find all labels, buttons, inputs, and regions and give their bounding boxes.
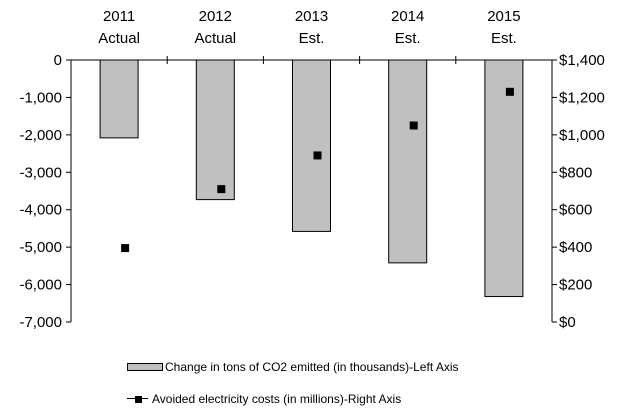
marker-3 <box>409 121 418 130</box>
bar-3 <box>388 59 428 264</box>
bar-4 <box>484 59 524 298</box>
marker-1 <box>217 185 226 194</box>
right-tick-label-0: $1,400 <box>559 52 605 69</box>
right-axis: $1,400 $1,200 $1,000 $800 $600 $400 $200 $0 <box>552 52 605 331</box>
legend-bar-swatch <box>127 363 163 371</box>
category-labels: 2011 Actual 2012 Actual 2013 Est. 2014 Est. 2015… <box>98 8 520 47</box>
marker-4 <box>505 87 514 96</box>
legend-item-costs: Avoided electricity costs (in millions)-… <box>127 392 401 406</box>
marker-0 <box>121 244 130 253</box>
legend-item-co2: Change in tons of CO2 emitted (in thousa… <box>127 360 459 374</box>
right-tick-label-7: $0 <box>559 314 576 331</box>
left-tick-label-6: -6,000 <box>19 277 62 294</box>
left-tick-label-0: 0 <box>54 52 62 69</box>
category-label-4-1: Est. <box>491 30 517 47</box>
marker-series <box>121 87 514 253</box>
left-tick-label-7: -7,000 <box>19 314 62 331</box>
marker-2 <box>313 151 322 160</box>
legend-label-co2: Change in tons of CO2 emitted (in thousa… <box>165 360 459 374</box>
legend-marker-swatch <box>127 394 148 404</box>
bar-0 <box>99 59 139 139</box>
category-label-1-0: 2012 <box>199 8 232 25</box>
bar-1 <box>195 59 235 201</box>
category-label-2-1: Est. <box>299 30 325 47</box>
right-tick-label-1: $1,200 <box>559 89 605 106</box>
left-tick-label-3: -3,000 <box>19 164 62 181</box>
category-label-3-1: Est. <box>395 30 421 47</box>
category-label-4-0: 2015 <box>487 8 520 25</box>
left-tick-label-1: -1,000 <box>19 89 62 106</box>
right-tick-label-3: $800 <box>559 164 592 181</box>
right-tick-label-5: $400 <box>559 239 592 256</box>
left-axis: 0 -1,000 -2,000 -3,000 -4,000 -5,000 -6,000 -7,… <box>19 52 71 331</box>
category-label-1-1: Actual <box>194 30 236 47</box>
bar-2 <box>292 59 331 232</box>
left-tick-label-5: -5,000 <box>19 239 62 256</box>
right-tick-label-6: $200 <box>559 277 592 294</box>
chart-axes <box>70 56 553 322</box>
right-tick-label-2: $1,000 <box>559 127 605 144</box>
bar-series <box>99 59 524 298</box>
category-label-0-1: Actual <box>98 30 140 47</box>
category-label-0-0: 2011 <box>103 8 135 25</box>
legend-label-costs: Avoided electricity costs (in millions)-… <box>152 392 402 406</box>
right-tick-label-4: $600 <box>559 202 592 219</box>
category-label-2-0: 2013 <box>295 8 328 25</box>
left-tick-label-4: -4,000 <box>19 202 62 219</box>
left-tick-label-2: -2,000 <box>19 127 62 144</box>
category-label-3-0: 2014 <box>391 8 424 25</box>
